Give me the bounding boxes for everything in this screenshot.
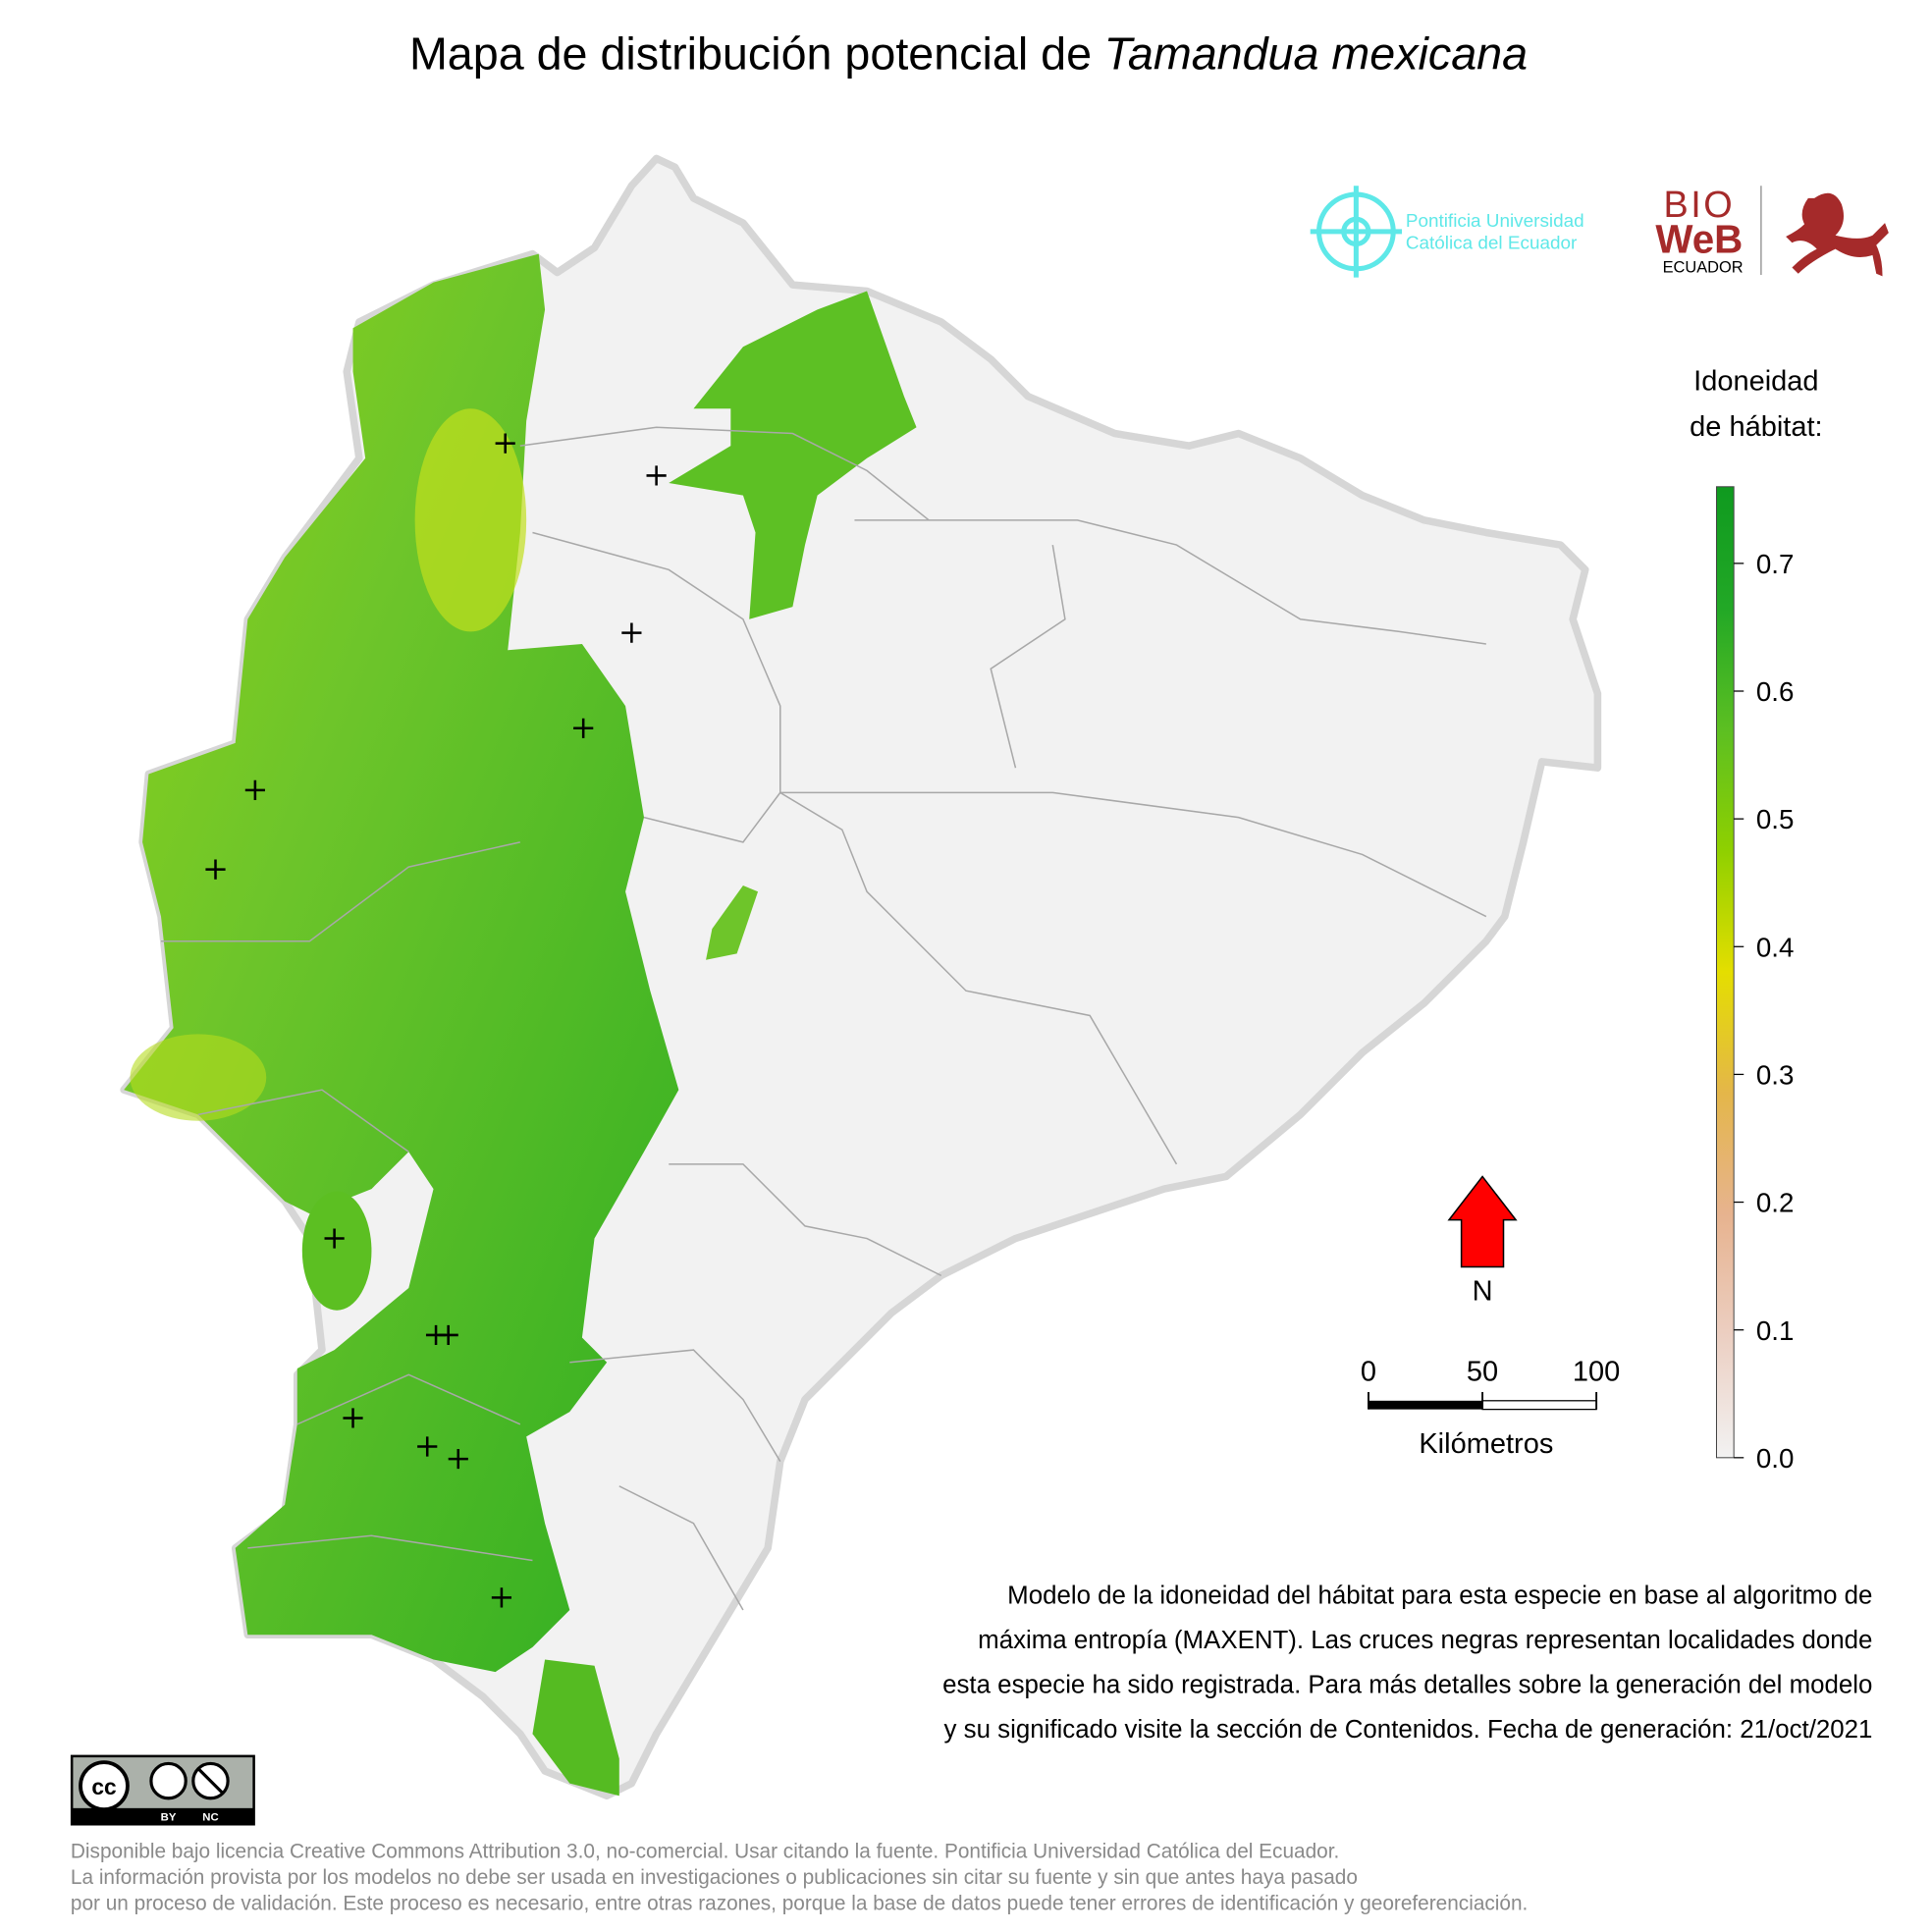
description: Modelo de la idoneidad del hábitat para … (942, 1583, 1872, 1744)
description-line: Modelo de la idoneidad del hábitat para … (1007, 1583, 1872, 1610)
suitability-coast (124, 253, 679, 1673)
record-cross (491, 1587, 512, 1608)
footer-line: La información provista por los modelos … (71, 1866, 1358, 1889)
bioweb-text: ECUADOR (1663, 259, 1744, 277)
footer-line: Disponible bajo licencia Creative Common… (71, 1840, 1339, 1862)
record-cross (417, 1436, 438, 1457)
title-text: Mapa de distribución potencial de (409, 28, 1092, 80)
puce-icon (1310, 186, 1403, 278)
suitability-south (532, 1659, 619, 1797)
record-cross (205, 859, 226, 880)
bioweb-logo: BIO WeB ECUADOR (1655, 185, 1889, 277)
svg-text:cc: cc (91, 1774, 116, 1799)
suitability-patch (130, 1034, 267, 1121)
map-title: Mapa de distribución potencial de Tamandu… (409, 28, 1528, 80)
cc-badge: cc BY NC (70, 1754, 255, 1826)
colorbar-tick-label: 0.4 (1756, 932, 1795, 962)
colorbar-tick-label: 0.6 (1756, 676, 1795, 707)
puce-name: Católica del Ecuador (1406, 234, 1577, 254)
north-arrow: N (1447, 1175, 1518, 1308)
colorbar: 0.0 0.1 0.2 0.3 0.4 0.5 0.6 0.7 (1715, 486, 1795, 1474)
legend-title: de hábitat: (1690, 411, 1822, 443)
scale-label: Kilómetros (1419, 1428, 1553, 1460)
bioweb-text: WeB (1655, 216, 1743, 261)
arrow (1447, 1175, 1518, 1268)
suitability-north (669, 291, 917, 619)
record-cross (448, 1449, 468, 1470)
colorbar-tick-label: 0.2 (1756, 1188, 1795, 1218)
record-cross (343, 1408, 363, 1428)
colorbar-tick-label: 0.1 (1756, 1315, 1795, 1346)
suitability-patch (414, 408, 527, 632)
suitability-patch (706, 886, 759, 960)
record-cross (244, 779, 265, 800)
scale-tick-label: 100 (1573, 1357, 1620, 1388)
record-cross (621, 622, 642, 643)
island (301, 1191, 372, 1311)
colorbar-scale (1715, 486, 1735, 1459)
scale-segment (1481, 1400, 1597, 1411)
colorbar-tick-label: 0.7 (1756, 549, 1795, 579)
record-cross (646, 465, 667, 486)
frog-icon (1786, 192, 1889, 277)
scale-segment (1368, 1400, 1483, 1410)
species-name: Tamandua mexicana (1104, 28, 1528, 80)
north-label: N (1473, 1276, 1493, 1308)
record-cross (573, 718, 594, 738)
record-cross (495, 433, 515, 454)
description-line: esta especie ha sido registrada. Para má… (942, 1672, 1872, 1699)
colorbar-tick-label: 0.0 (1756, 1443, 1795, 1474)
legend-title: Idoneidad (1693, 365, 1818, 397)
scale-tick-label: 0 (1361, 1357, 1376, 1388)
scale-tick-label: 50 (1467, 1357, 1498, 1388)
scale-bar: Kilómetros 0 50 100 (1361, 1357, 1620, 1460)
footer: Disponible bajo licencia Creative Common… (71, 1840, 1528, 1914)
country-map (120, 154, 1602, 1800)
colorbar-tick-label: 0.5 (1756, 804, 1795, 834)
puce-name: Pontificia Universidad (1406, 211, 1584, 232)
legend: Idoneidad de hábitat: 0.0 0.1 0.2 0.3 0.4 0.5… (1690, 365, 1822, 1474)
description-line: y su significado visite la sección de Co… (944, 1716, 1873, 1744)
province-borders (161, 426, 1487, 1611)
badge-label: BY (161, 1811, 177, 1823)
occurrence-records (205, 433, 667, 1608)
record-cross (324, 1228, 345, 1249)
badge-label: NC (202, 1811, 218, 1823)
colorbar-tick-label: 0.3 (1756, 1060, 1795, 1091)
bioweb-text: BIO (1663, 185, 1735, 226)
puce-logo: Pontificia Universidad Católica del Ecua… (1310, 186, 1584, 278)
description-line: máxima entropía (MAXENT). Las cruces neg… (978, 1627, 1872, 1654)
footer-line: por un proceso de validación. Este proce… (71, 1892, 1528, 1914)
record-cross (438, 1324, 458, 1346)
